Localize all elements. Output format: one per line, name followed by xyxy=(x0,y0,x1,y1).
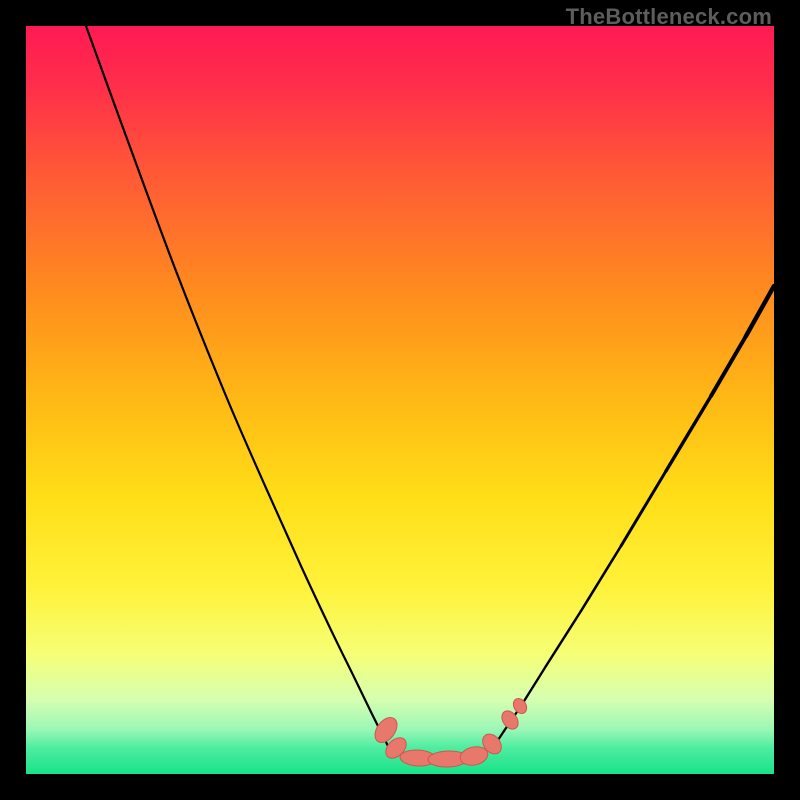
watermark-text: TheBottleneck.com xyxy=(566,4,772,30)
frame-left xyxy=(0,0,26,800)
bottleneck-chart xyxy=(26,26,774,774)
chart-background xyxy=(26,26,774,774)
frame-right xyxy=(774,0,800,800)
plot-area xyxy=(26,26,774,774)
frame-bottom xyxy=(0,774,800,800)
